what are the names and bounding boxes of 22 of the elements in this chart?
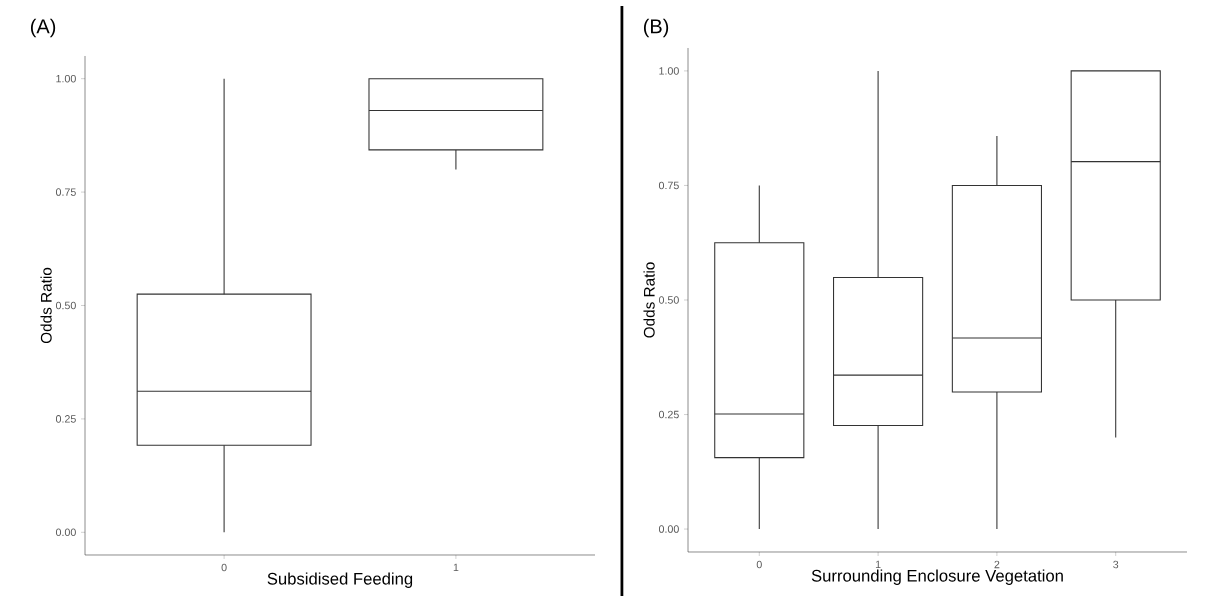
text: (A) <box>30 18 56 38</box>
y-tick-label: 1.00 <box>56 74 76 83</box>
x-tick-label: 0 <box>756 560 762 569</box>
text: (B) <box>643 18 669 38</box>
y-tick-label: 0.25 <box>55 415 76 423</box>
y-axis-title: Odds Ratio <box>40 267 52 344</box>
y-axis-title: Odds Ratio <box>643 262 655 338</box>
x-tick-label: 3 <box>1113 560 1119 569</box>
y-tick-label: 0.50 <box>658 296 679 304</box>
x-tick-label: 2 <box>994 560 1000 569</box>
y-tick-label: 0.00 <box>55 528 76 537</box>
y-tick-label: 1.00 <box>659 67 679 75</box>
x-tick-label: 0 <box>221 563 227 572</box>
y-tick-label: 0.25 <box>658 410 679 419</box>
x-axis-title: Subsidised Feeding <box>267 572 413 588</box>
y-tick-label: 0.50 <box>55 301 76 310</box>
x-tick-label: 1 <box>453 563 459 572</box>
y-tick-label: 0.75 <box>658 181 679 190</box>
y-tick-label: 0.75 <box>55 188 76 196</box>
y-tick-label: 0.00 <box>658 525 679 533</box>
x-tick-label: 1 <box>875 560 881 569</box>
x-axis-title: Surrounding Enclosure Vegetation <box>811 569 1063 585</box>
